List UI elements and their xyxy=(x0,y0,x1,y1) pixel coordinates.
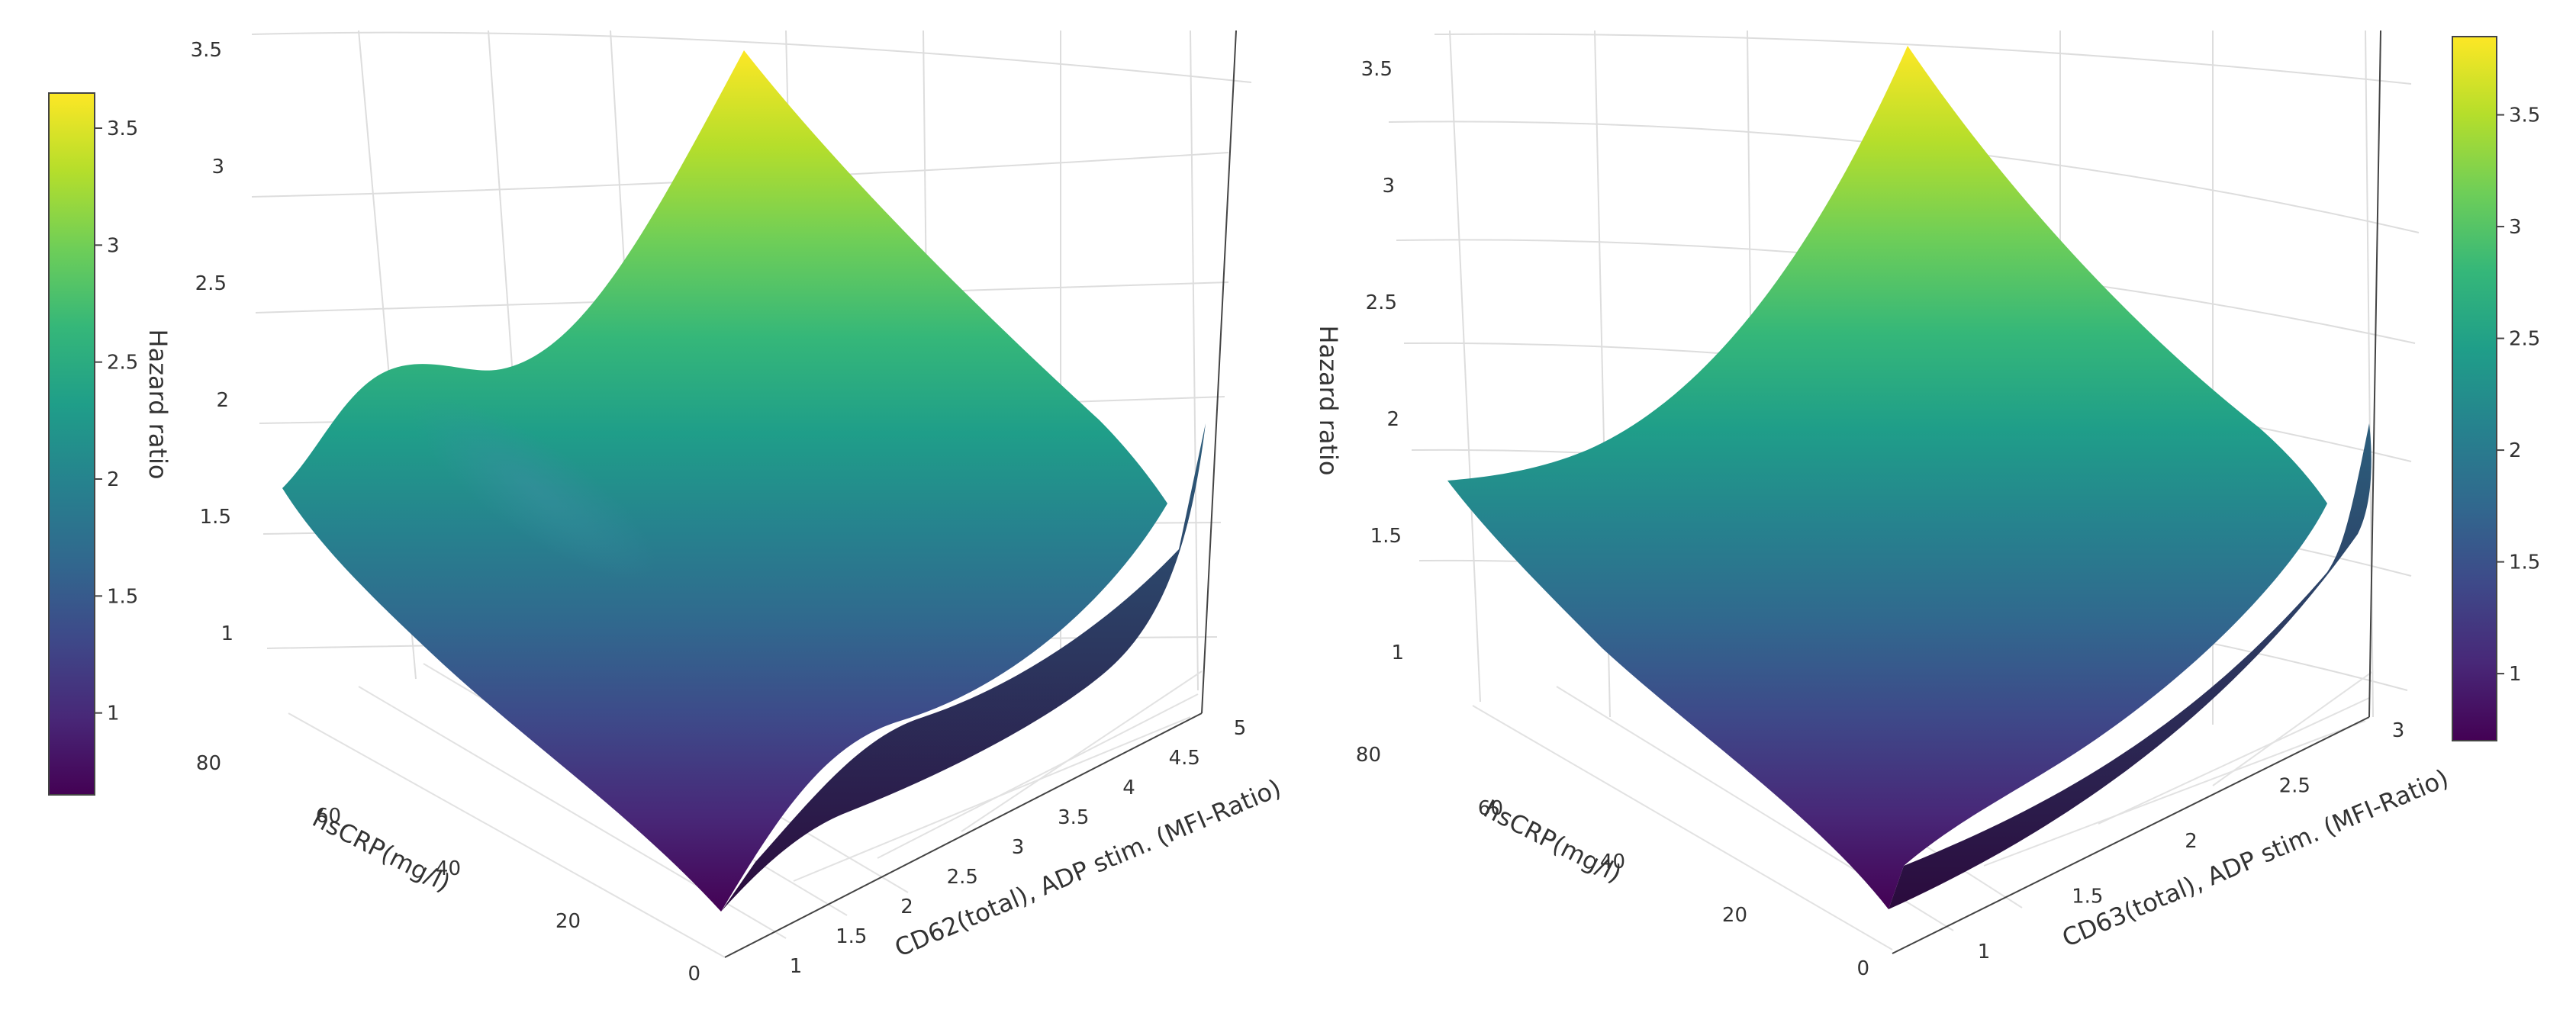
right-surface-side xyxy=(1889,423,2372,909)
left-y-ticks: 0 20 40 60 80 xyxy=(196,752,700,986)
y-tick-label: 20 xyxy=(1722,904,1747,927)
right-x-axis-title: CD63(total), ADP stim. (MFI-Ratio) xyxy=(2058,764,2452,953)
x-tick-label: 3 xyxy=(2392,719,2405,742)
x-tick-label: 1.5 xyxy=(836,925,867,948)
left-colorbar xyxy=(48,92,95,796)
z-tick-label: 1.5 xyxy=(200,506,231,529)
x-tick-label: 2.5 xyxy=(947,866,978,889)
y-tick-label: 60 xyxy=(1478,797,1503,820)
colorbar-tick-label: 3.5 xyxy=(2509,105,2540,127)
left-x-ticks: 1 1.5 2 2.5 3 3.5 4 4.5 5 xyxy=(790,717,1247,978)
x-tick-label: 1 xyxy=(1978,941,1991,963)
colorbar-tick-label: 3 xyxy=(107,234,120,257)
colorbar-tick-label: 1 xyxy=(107,703,120,725)
z-tick-label: 2 xyxy=(216,389,229,412)
right-axes xyxy=(1892,30,2381,954)
chart-right: 1 1.5 2 2.5 3 3.5 1 1.5 2 2.5 3 3.5 0 20 40 60 80 1 1.5… xyxy=(1314,30,2540,980)
left-axes xyxy=(724,30,1237,958)
z-tick-label: 2 xyxy=(1386,408,1399,431)
y-tick-label: 0 xyxy=(1856,957,1869,980)
z-tick-label: 1.5 xyxy=(1370,525,1402,548)
colorbar-tick-label: 3.5 xyxy=(107,117,138,140)
x-tick-label: 1.5 xyxy=(2072,886,2103,908)
right-z-axis-title: Hazard ratio xyxy=(1314,326,1343,476)
x-tick-label: 2.5 xyxy=(2279,775,2310,798)
z-tick-label: 2.5 xyxy=(195,272,227,295)
y-tick-label: 20 xyxy=(555,910,581,933)
x-tick-label: 2 xyxy=(2185,830,2198,853)
left-surface-side xyxy=(721,423,1206,912)
x-tick-label: 2 xyxy=(900,896,913,918)
z-tick-label: 3 xyxy=(1382,175,1395,198)
right-x-ticks: 1 1.5 2 2.5 3 xyxy=(1978,719,2405,963)
right-surface-top xyxy=(1447,46,2327,909)
left-surface-top xyxy=(282,50,1167,912)
y-tick-label: 80 xyxy=(1356,744,1381,767)
y-tick-label: 0 xyxy=(687,963,700,986)
colorbar-tick-label: 2 xyxy=(2509,439,2522,462)
z-tick-label: 3.5 xyxy=(1361,58,1393,81)
left-y-axis-title: hsCRP(mg/l) xyxy=(308,804,456,898)
right-y-axis-title: hsCRP(mg/l) xyxy=(1480,795,1627,889)
y-tick-label: 80 xyxy=(196,752,221,775)
z-tick-label: 1 xyxy=(221,622,233,645)
x-tick-label: 3.5 xyxy=(1058,806,1089,829)
z-tick-label: 3.5 xyxy=(191,39,222,62)
left-colorbar-ticks: 1 1.5 2 2.5 3 3.5 xyxy=(95,117,138,725)
y-tick-label: 40 xyxy=(1600,851,1625,873)
x-tick-label: 4 xyxy=(1122,777,1135,799)
right-colorbar xyxy=(2452,36,2497,741)
x-tick-label: 1 xyxy=(790,955,803,978)
y-tick-label: 60 xyxy=(316,805,341,828)
colorbar-tick-label: 3 xyxy=(2509,216,2522,239)
z-tick-label: 3 xyxy=(211,156,224,178)
colorbar-tick-label: 1.5 xyxy=(2509,552,2540,574)
x-tick-label: 3 xyxy=(1012,836,1025,859)
left-z-axis-title: Hazard ratio xyxy=(143,330,172,480)
y-tick-label: 40 xyxy=(436,857,461,880)
right-z-ticks: 1 1.5 2 2.5 3 3.5 xyxy=(1361,58,1404,664)
colorbar-tick-label: 2.5 xyxy=(107,352,138,375)
right-colorbar-ticks: 1 1.5 2 2.5 3 3.5 xyxy=(2497,105,2540,686)
left-surface-ridge xyxy=(412,397,656,580)
right-y-ticks: 0 20 40 60 80 xyxy=(1356,744,1869,980)
x-tick-label: 5 xyxy=(1234,717,1247,740)
left-z-ticks: 1 1.5 2 2.5 3 3.5 xyxy=(191,39,233,645)
x-tick-label: 4.5 xyxy=(1169,747,1200,770)
colorbar-tick-label: 2.5 xyxy=(2509,328,2540,351)
colorbar-tick-label: 2 xyxy=(107,468,120,491)
z-tick-label: 1 xyxy=(1391,642,1404,664)
colorbar-tick-label: 1.5 xyxy=(107,585,138,608)
z-tick-label: 2.5 xyxy=(1366,291,1397,314)
chart-left: 1 1.5 2 2.5 3 3.5 1 1.5 2 2.5 3 3.5 0 20 40 60 80 1 1.5… xyxy=(48,30,1285,986)
colorbar-tick-label: 1 xyxy=(2509,663,2522,686)
